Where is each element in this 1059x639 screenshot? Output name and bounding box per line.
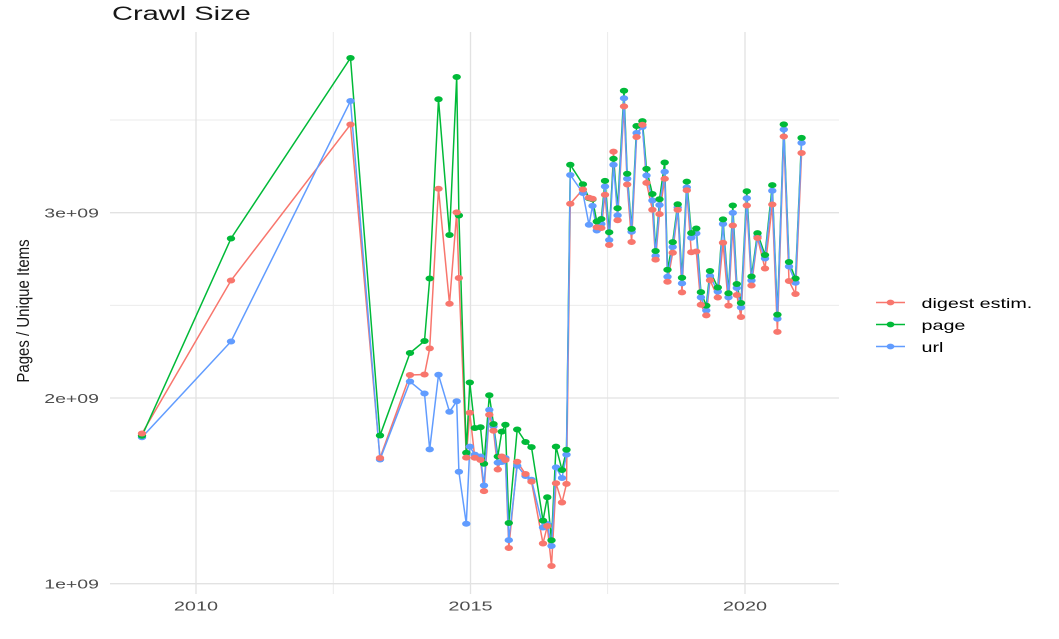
svg-text:2020: 2020 [723,599,767,614]
svg-text:url: url [922,340,944,356]
svg-text:1e+09: 1e+09 [44,577,99,592]
svg-text:2015: 2015 [448,599,492,614]
svg-text:2010: 2010 [174,599,218,614]
svg-text:Pages / Unique Items: Pages / Unique Items [13,239,34,382]
svg-text:3e+09: 3e+09 [44,206,99,221]
svg-text:digest estim.: digest estim. [922,296,1033,312]
svg-text:2e+09: 2e+09 [44,391,99,406]
svg-text:page: page [922,318,966,334]
svg-text:Crawl Size: Crawl Size [112,3,251,24]
